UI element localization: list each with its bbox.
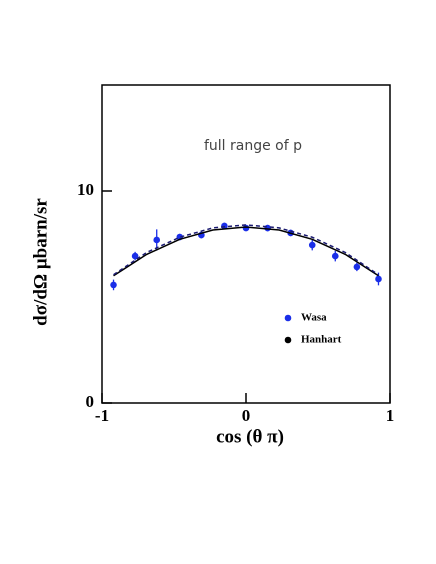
y-axis-label: dσ/dΩ μbarn/sr [30,198,51,326]
legend-marker [284,314,292,322]
data-point [153,236,161,244]
legend-label: Hanhart [301,334,342,346]
data-point [110,281,117,289]
y-tick-label: 0 [86,392,95,411]
x-tick-label: 1 [386,406,395,425]
data-point [308,241,316,249]
data-point [375,275,382,283]
x-axis-label: cos (θ π) [216,426,284,447]
annotation: full range of p [204,138,302,154]
legend-label: Wasa [301,312,327,324]
data-point [131,252,139,260]
x-tick-label: 0 [242,406,251,425]
plot-frame [101,84,391,404]
legend-marker [284,336,292,344]
data-point [353,263,361,271]
data-point [331,252,339,260]
y-tick-label: 10 [77,180,94,199]
curve [113,224,379,276]
curve [113,226,379,277]
x-tick-label: -1 [95,406,109,425]
